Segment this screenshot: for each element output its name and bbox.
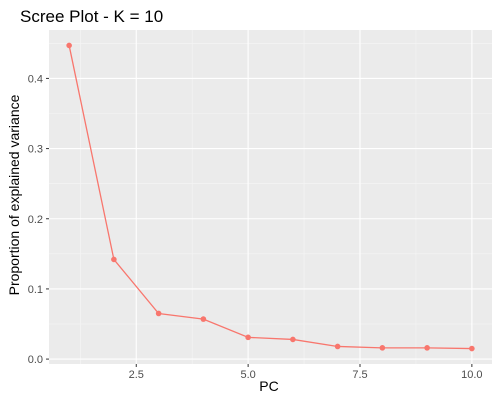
data-point: [155, 310, 162, 317]
data-point: [290, 336, 296, 343]
y-axis-title: Proportion of explained variance: [6, 94, 22, 295]
x-axis-title: PC: [259, 378, 278, 394]
y-tick-label: 0.2: [28, 214, 43, 226]
data-point: [66, 42, 72, 49]
y-tick-label: 0.4: [28, 73, 43, 85]
x-tick-label: 2.5: [129, 369, 144, 381]
data-point: [379, 345, 386, 351]
data-point: [469, 345, 475, 352]
y-tick-label: 0.0: [28, 354, 43, 366]
y-tick-label: 0.3: [28, 144, 43, 156]
data-point: [245, 334, 251, 341]
data-point: [111, 256, 117, 263]
axis-layer: 2.5 5.0 7.5 10.0 0.0 0.1 0.2 0.3 0.4: [28, 73, 483, 381]
x-tick-label: 10.0: [461, 369, 482, 381]
plot-panel: [49, 30, 492, 364]
data-point: [200, 316, 207, 322]
x-tick-label: 5.0: [240, 369, 255, 381]
data-point: [334, 343, 341, 350]
series-layer: [66, 42, 475, 352]
data-point: [424, 345, 430, 351]
grid-layer: [49, 30, 492, 364]
chart-title: Scree Plot - K = 10: [20, 7, 163, 26]
y-tick-label: 0.1: [28, 284, 43, 296]
series-line: [68, 45, 472, 350]
x-tick-label: 7.5: [352, 369, 367, 381]
